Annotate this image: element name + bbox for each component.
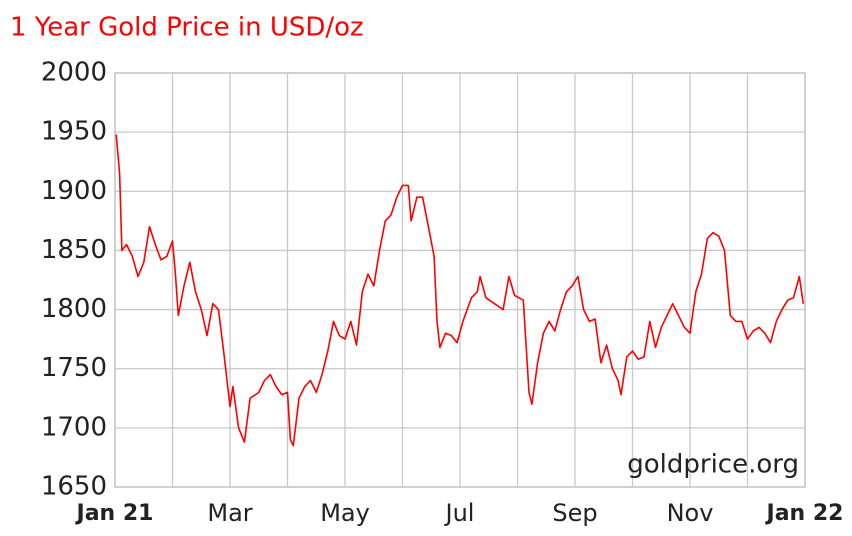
- x-tick-label: Mar: [207, 499, 252, 527]
- y-tick-label: 1950: [41, 117, 107, 147]
- price-line: [115, 134, 805, 447]
- y-tick-label: 1850: [41, 235, 107, 265]
- y-tick-label: 2000: [41, 58, 107, 88]
- x-tick-label: Jan 22: [765, 501, 844, 526]
- x-tick-label: Jul: [444, 499, 475, 527]
- x-tick-label: Nov: [667, 499, 714, 527]
- chart-title: 1 Year Gold Price in USD/oz: [10, 13, 364, 43]
- y-tick-label: 1750: [41, 353, 107, 383]
- y-tick-label: 1800: [41, 294, 107, 324]
- x-tick-label: Jan 21: [75, 501, 154, 526]
- x-tick-label: Sep: [552, 499, 597, 527]
- y-tick-label: 1650: [41, 472, 107, 502]
- x-tick-label: May: [320, 499, 370, 527]
- y-tick-label: 1900: [41, 176, 107, 206]
- y-tick-label: 1700: [41, 412, 107, 442]
- watermark: goldprice.org: [627, 450, 799, 480]
